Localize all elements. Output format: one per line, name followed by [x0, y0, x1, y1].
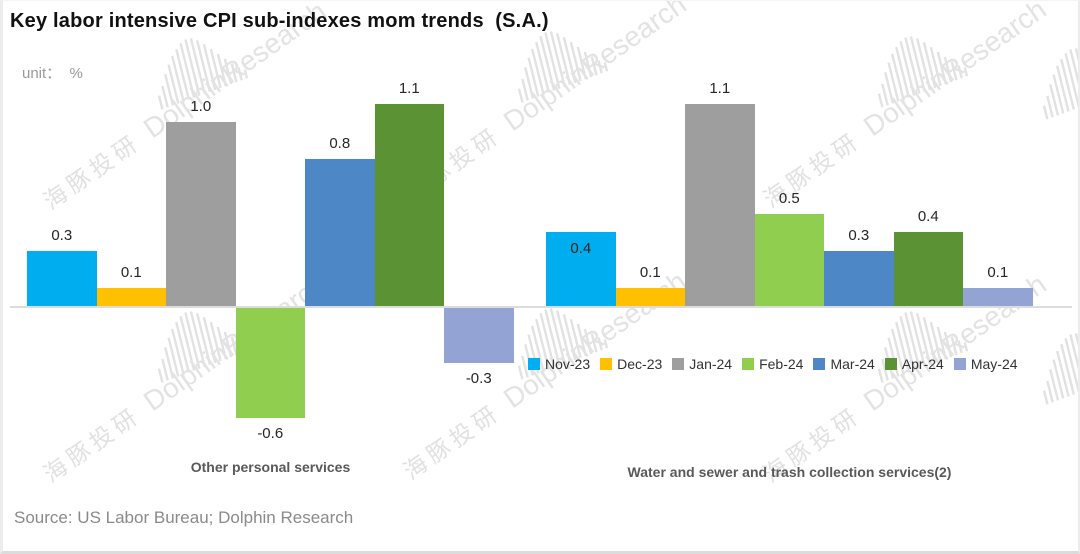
legend-label: Feb-24 [759, 356, 804, 372]
legend-item-jan-24: Jan-24 [672, 356, 732, 372]
legend-label: Dec-23 [617, 356, 663, 372]
legend-swatch-icon [742, 358, 755, 370]
bar-dec-23-group1 [96, 288, 166, 306]
value-label-apr-24-group1: 1.1 [398, 80, 420, 97]
category-label-water-sewer-trash: Water and sewer and trash collection ser… [627, 464, 952, 480]
bar-jan-24-group1 [166, 122, 236, 306]
value-label-feb-24-group2: 0.5 [778, 190, 800, 207]
legend-label: Nov-23 [545, 356, 591, 372]
bar-apr-24-group1 [374, 104, 444, 306]
bar-dec-23-group2 [615, 288, 685, 306]
legend: Nov-23 Dec-23 Jan-24 Feb-24 Mar-24 Apr-24 May-… [528, 353, 1018, 375]
legend-item-mar-24: Mar-24 [813, 356, 875, 372]
chart-title: Key labor intensive CPI sub-indexes mom … [10, 10, 549, 32]
bar-mar-24-group1 [305, 159, 375, 306]
bar-apr-24-group2 [893, 232, 963, 306]
bar-feb-24-group2 [754, 214, 824, 306]
legend-item-may-24: May-24 [953, 356, 1018, 372]
bar-mar-24-group2 [824, 251, 894, 306]
legend-label: May-24 [970, 356, 1018, 372]
legend-swatch-icon [813, 358, 826, 370]
value-label-nov-23-group2: 0.4 [570, 240, 592, 257]
value-label-dec-23-group2: 0.1 [639, 264, 661, 281]
bar-may-24-group1 [444, 308, 514, 363]
source-note: Source: US Labor Bureau; Dolphin Researc… [14, 508, 354, 527]
legend-item-feb-24: Feb-24 [742, 356, 803, 372]
legend-swatch-icon [528, 358, 540, 370]
value-label-feb-24-group1: -0.6 [257, 425, 284, 442]
value-label-mar-24-group1: 0.8 [329, 135, 351, 152]
legend-swatch-icon [953, 358, 966, 370]
value-label-jan-24-group2: 1.1 [709, 80, 731, 97]
legend-label: Mar-24 [830, 356, 875, 372]
legend-label: Apr-24 [901, 356, 944, 372]
bar-may-24-group2 [963, 288, 1033, 306]
value-label-dec-23-group1: 0.1 [120, 264, 142, 281]
legend-swatch-icon [884, 358, 897, 370]
value-label-apr-24-group2: 0.4 [917, 208, 939, 225]
bar-nov-23-group1 [27, 251, 97, 306]
bar-nov-23-group2 [546, 232, 616, 306]
unit-label: unit： % [22, 65, 83, 82]
legend-label: Jan-24 [689, 356, 733, 372]
value-label-nov-23-group1: 0.3 [51, 227, 73, 244]
legend-swatch-icon [672, 358, 685, 370]
legend-item-dec-23: Dec-23 [600, 356, 662, 372]
legend-swatch-icon [600, 358, 613, 370]
bar-jan-24-group2 [685, 104, 755, 306]
category-label-other-personal-services: Other personal services [190, 459, 351, 475]
value-label-mar-24-group2: 0.3 [848, 227, 870, 244]
bar-feb-24-group1 [235, 308, 305, 418]
value-label-may-24-group1: -0.3 [465, 370, 492, 387]
value-label-jan-24-group1: 1.0 [190, 98, 212, 115]
x-axis-line [10, 306, 1072, 308]
value-label-may-24-group2: 0.1 [987, 264, 1009, 281]
legend-item-apr-24: Apr-24 [884, 356, 944, 372]
legend-item-nov-23: Nov-23 [528, 356, 590, 372]
